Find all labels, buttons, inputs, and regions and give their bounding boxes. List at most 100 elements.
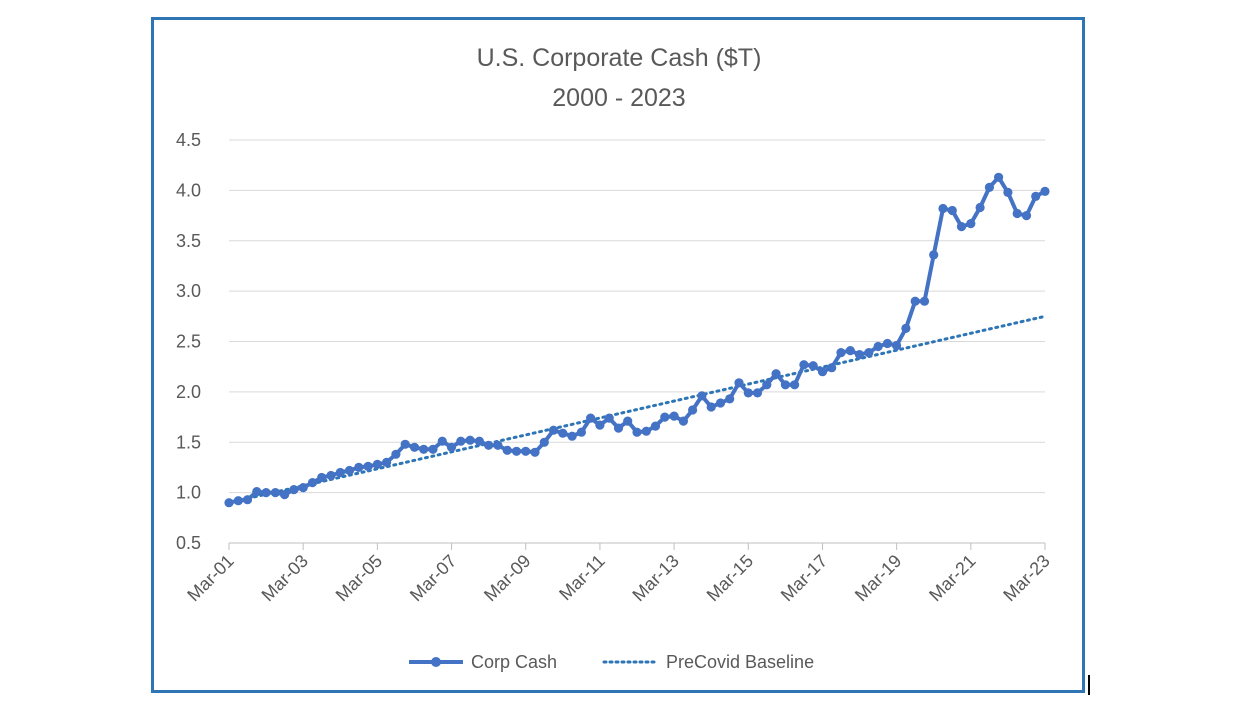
corp-cash-point [660,412,670,422]
corp-cash-point [391,449,401,459]
corp-cash-point [910,296,920,306]
x-tick-label: Mar-03 [258,551,312,605]
corp-cash-point [845,346,855,356]
corp-cash-point [493,440,503,450]
corp-cash-point [1012,208,1022,219]
legend-corp-cash-label: Corp Cash [471,652,557,672]
corp-cash-point [558,428,568,438]
x-tick-label: Mar-05 [332,551,386,605]
x-tick-label: Mar-09 [480,551,534,605]
legend-corp-cash-marker [431,657,441,667]
corp-cash-point [725,394,735,404]
chart-title: U.S. Corporate Cash ($T) [477,44,762,72]
x-tick-label: Mar-13 [628,551,682,605]
corp-cash-point [771,369,781,379]
y-tick-label: 4.0 [176,180,201,200]
corp-cash-point [298,483,308,493]
corp-cash-point [882,338,893,349]
corp-cash-point [984,182,995,192]
corp-cash-point [650,421,661,431]
x-axis: Mar-01 Mar-03 Mar-05 Mar-07 Mar-09 Mar-11 Mar-… [183,542,1054,605]
corp-cash-point [548,425,559,435]
corp-cash-point [409,442,420,452]
y-axis-ticks: 0.5 1.0 1.5 2.0 2.5 3.0 3.5 4.0 4.5 [176,130,201,553]
corp-cash-point [854,350,865,360]
gridlines [229,139,1045,494]
corp-cash-point [335,467,345,478]
corp-cash-point [613,423,624,433]
corp-cash-point [484,440,494,450]
corp-cash-point [400,439,410,449]
corp-cash-point [780,380,791,390]
corp-cash-point [706,402,716,412]
corp-cash-point [465,435,475,445]
corp-cash-point [919,296,930,306]
corp-cash-point [632,427,642,437]
x-tick-label: Mar-07 [406,551,460,605]
corp-cash-point [864,348,874,358]
corp-cash-point [1040,186,1050,196]
x-tick-label: Mar-23 [999,551,1053,605]
corp-cash-point [317,472,327,483]
corp-cash-point [641,426,651,436]
corp-cash-point [994,172,1004,182]
corp-cash-point [799,360,809,370]
corp-cash-point [224,498,234,508]
corp-cash-point [817,367,828,377]
corp-cash-point [975,202,985,213]
baseline-series [227,314,1047,505]
corp-cash-point [539,437,549,447]
corp-cash-point [929,250,939,260]
corp-cash-point [827,363,837,373]
corp-cash-point [521,446,531,456]
y-tick-label: 0.5 [176,533,201,553]
corp-cash-point [956,222,967,232]
corp-cash-point [456,436,466,446]
corp-cash-point [233,496,243,506]
x-tick-label: Mar-17 [777,551,831,605]
corp-cash-point [382,457,392,467]
corp-cash-point [419,444,429,454]
corp-cash-point [595,420,605,430]
corp-cash-point [252,487,262,497]
corp-cash-point [242,495,253,505]
corp-cash-point [743,388,753,398]
corp-cash-point [502,445,512,455]
corp-cash-line [228,175,1046,505]
x-tick-label: Mar-11 [555,551,609,605]
corp-cash-point [678,416,689,426]
corp-cash-point [428,444,438,454]
corp-cash-point [307,478,318,488]
corp-cash-point [1003,187,1013,197]
chart-subtitle: 2000 - 2023 [552,84,685,112]
edge-tick-mark [1088,675,1090,695]
corp-cash-point [530,447,540,457]
corp-cash-point [289,485,299,495]
corp-cash-point [734,378,744,388]
y-tick-label: 2.0 [176,382,201,402]
y-tick-label: 3.5 [176,231,201,251]
corp-cash-point [947,205,957,216]
corp-cash-series [224,172,1050,508]
corp-cash-point [873,341,883,352]
legend: Corp Cash PreCovid Baseline [409,652,814,672]
corp-cash-point [762,380,772,390]
corp-cash-point [344,465,355,476]
corp-cash-point [326,470,336,481]
corp-cash-point [752,388,763,398]
corp-cash-point [688,405,698,415]
corp-cash-point [576,427,587,437]
baseline-line [227,314,1047,505]
corp-cash-point [446,442,457,452]
corp-cash-point [669,411,679,421]
corp-cash-point [1031,191,1041,201]
corp-cash-point [836,348,846,358]
corp-cash-point [697,391,707,401]
corp-cash-point [437,436,447,446]
corp-cash-point [567,431,577,441]
corp-cash-point [938,203,948,214]
corp-cash-point [901,323,911,333]
corp-cash-point [604,413,614,423]
x-tick-label: Mar-19 [851,551,905,605]
